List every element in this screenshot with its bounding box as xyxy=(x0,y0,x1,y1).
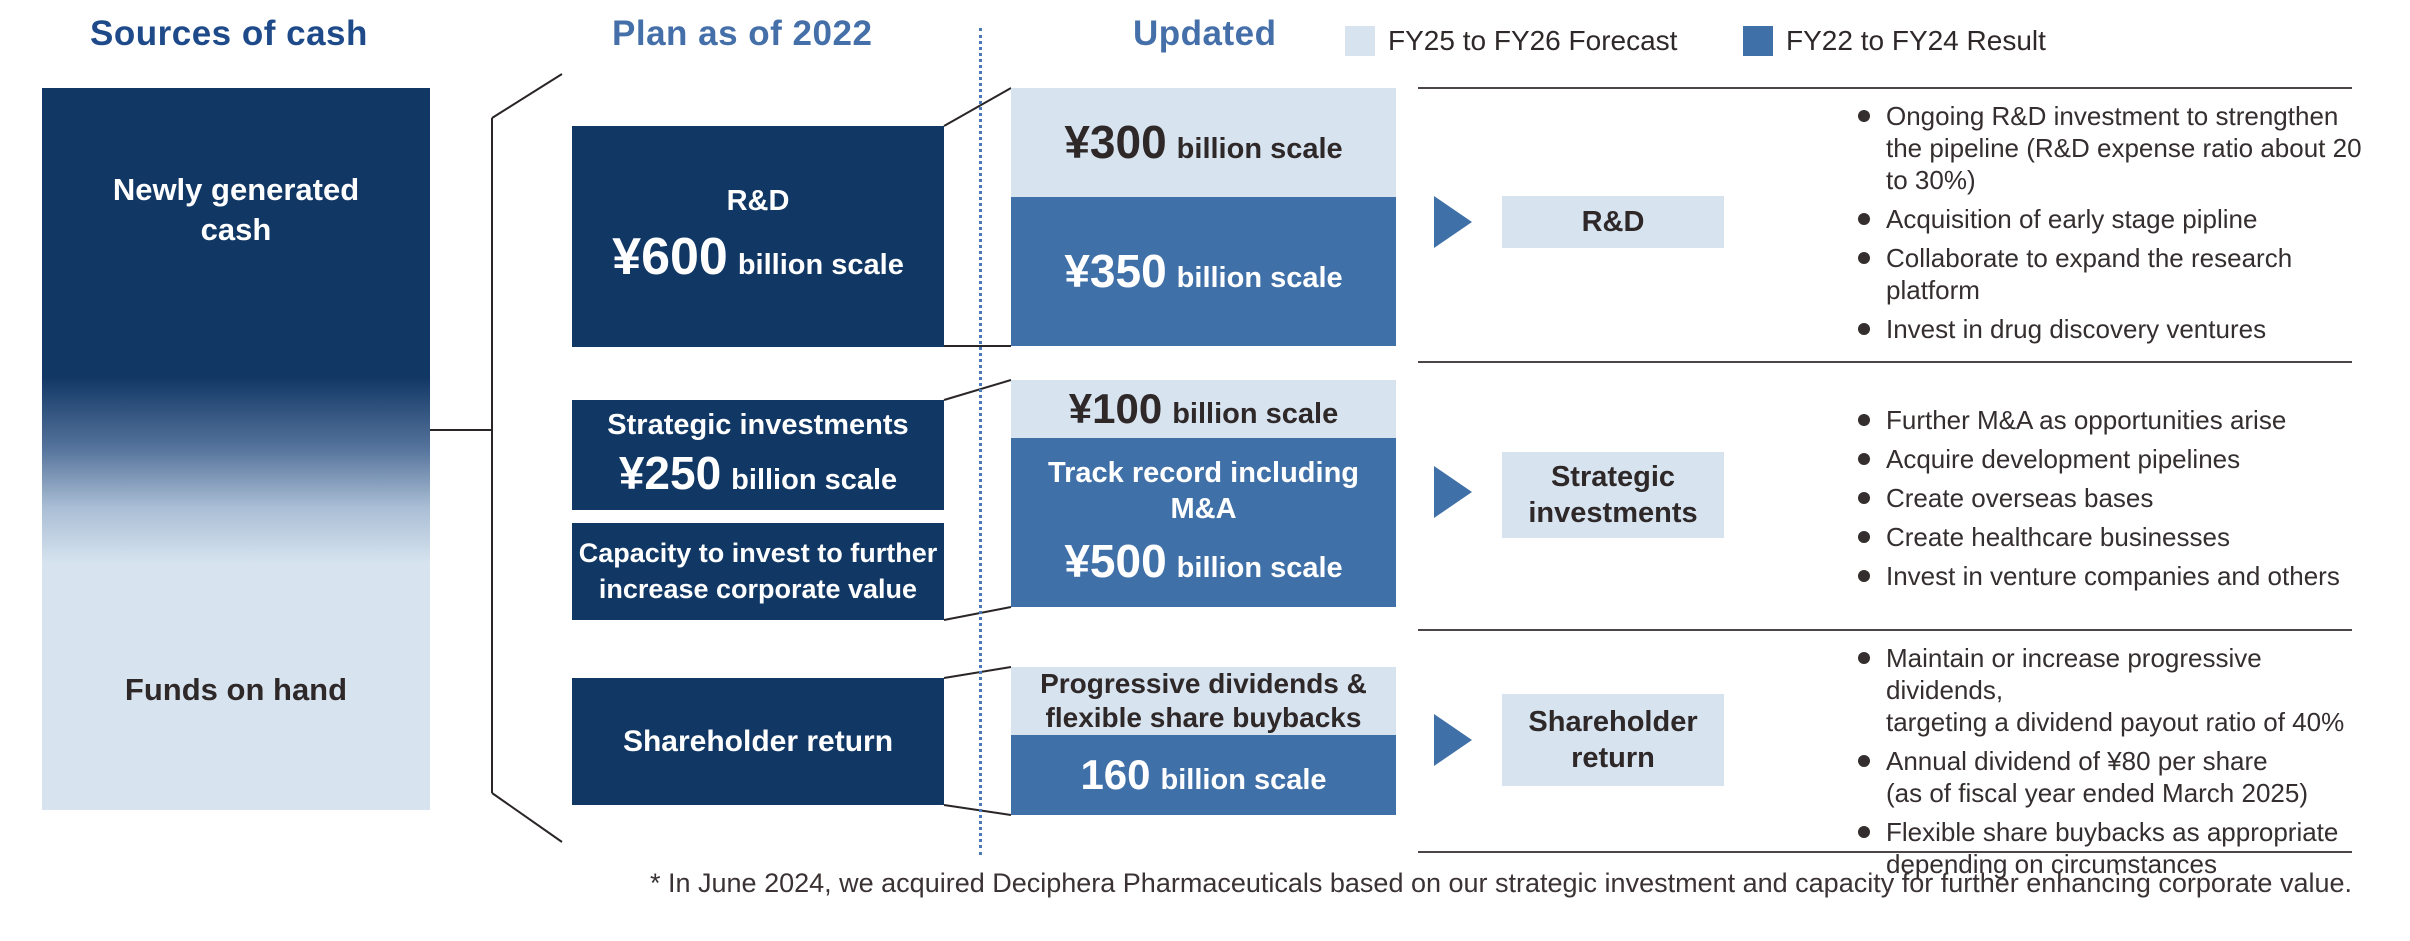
shareholder-bottom-connector xyxy=(943,804,1012,816)
strategic-forecast-unit: billion scale xyxy=(1172,397,1339,430)
legend-result: FY22 to FY24 Result xyxy=(1743,22,2046,60)
sources-of-cash-title: Sources of cash xyxy=(90,14,368,53)
row-separator xyxy=(1418,851,2352,853)
shareholder-arrow-icon xyxy=(1434,714,1472,766)
result-legend-label: FY22 to FY24 Result xyxy=(1786,25,2046,56)
bullet-item: Maintain or increase progressive dividen… xyxy=(1856,642,2364,738)
updated-title: Updated xyxy=(1133,14,1277,53)
forecast-legend-label: FY25 to FY26 Forecast xyxy=(1388,25,1678,56)
plan-rd-amount: ¥600 xyxy=(612,228,728,287)
newly-generated-cash-label: Newly generated cash xyxy=(112,172,360,247)
shareholder-bullet-list: Maintain or increase progressive dividen… xyxy=(1856,642,2364,887)
bullet-item: Collaborate to expand the research platf… xyxy=(1856,242,2364,306)
bracket-bottom-diagonal xyxy=(491,792,563,843)
bullet-item: Create healthcare businesses xyxy=(1856,521,2364,553)
strategic-forecast-amount: ¥100 xyxy=(1068,384,1163,432)
rd-arrow-icon xyxy=(1434,196,1472,248)
plan-strategic-unit: billion scale xyxy=(731,464,898,497)
row-separator xyxy=(1418,629,2352,631)
rd-top-connector xyxy=(943,87,1012,127)
shareholder-result-amount: 160 xyxy=(1080,750,1151,798)
bullet-item: Acquisition of early stage pipline xyxy=(1856,203,2364,235)
plan-rd-box: R&D ¥600 billion scale xyxy=(572,126,944,347)
strategic-result-title: Track record including M&A xyxy=(1047,456,1360,525)
plan-updated-divider xyxy=(979,28,982,855)
bullet-item: Invest in drug discovery ventures xyxy=(1856,313,2364,345)
bullet-item: Create overseas bases xyxy=(1856,482,2364,514)
row-separator xyxy=(1418,361,2352,363)
strategic-top-connector xyxy=(943,379,1012,401)
plan-rd-title: R&D xyxy=(726,184,790,217)
sources-of-cash-box: Newly generated cash Funds on hand xyxy=(42,88,430,810)
updated-shareholder-forecast-box: Progressive dividends & flexible share b… xyxy=(1011,667,1396,735)
strategic-arrow-icon xyxy=(1434,466,1472,518)
rd-forecast-amount: ¥300 xyxy=(1064,115,1167,168)
plan-strategic-title: Strategic investments xyxy=(607,409,909,442)
strategic-bottom-connector xyxy=(943,606,1012,621)
updated-rd-forecast-box: ¥300 billion scale xyxy=(1011,88,1396,197)
bracket-top-diagonal xyxy=(491,73,563,119)
plan-rd-unit: billion scale xyxy=(737,249,904,282)
forecast-swatch-icon xyxy=(1345,26,1375,56)
plan-shareholder-box: Shareholder return xyxy=(572,678,944,805)
legend-forecast: FY25 to FY26 Forecast xyxy=(1345,22,1677,60)
updated-rd-result-box: ¥350 billion scale xyxy=(1011,197,1396,346)
bullet-item: Acquire development pipelines xyxy=(1856,443,2364,475)
rd-result-unit: billion scale xyxy=(1176,261,1343,294)
plan-capacity-box: Capacity to invest to further increase c… xyxy=(572,523,944,620)
rd-forecast-unit: billion scale xyxy=(1176,132,1343,165)
shareholder-result-unit: billion scale xyxy=(1160,763,1327,796)
updated-strategic-result-box: Track record including M&A ¥500 billion … xyxy=(1011,438,1396,607)
rd-result-amount: ¥350 xyxy=(1064,244,1167,297)
plan-strategic-amount: ¥250 xyxy=(618,447,722,500)
updated-strategic-forecast-box: ¥100 billion scale xyxy=(1011,380,1396,438)
row-separator xyxy=(1418,87,2352,89)
strategic-bullet-list: Further M&A as opportunities arise Acquir… xyxy=(1856,404,2364,599)
updated-shareholder-result-box: 160 billion scale xyxy=(1011,735,1396,815)
rd-row-label: R&D xyxy=(1502,196,1724,248)
plan-as-of-2022-title: Plan as of 2022 xyxy=(612,14,873,53)
result-swatch-icon xyxy=(1743,26,1773,56)
strategic-result-amount: ¥500 xyxy=(1064,535,1167,587)
strategic-result-unit: billion scale xyxy=(1176,552,1343,584)
plan-strategic-box: Strategic investments ¥250 billion scale xyxy=(572,400,944,510)
bullet-item: Flexible share buybacks as appropriate d… xyxy=(1856,816,2364,880)
strategic-row-label: Strategic investments xyxy=(1502,452,1724,538)
shareholder-row-label: Shareholder return xyxy=(1502,694,1724,786)
footnote: * In June 2024, we acquired Deciphera Ph… xyxy=(650,868,2352,898)
bullet-item: Invest in venture companies and others xyxy=(1856,560,2364,592)
bullet-item: Ongoing R&D investment to strengthen the… xyxy=(1856,100,2364,196)
bullet-item: Further M&A as opportunities arise xyxy=(1856,404,2364,436)
shareholder-top-connector xyxy=(943,666,1012,679)
funds-on-hand-label: Funds on hand xyxy=(124,672,348,707)
rd-bullet-list: Ongoing R&D investment to strengthen the… xyxy=(1856,100,2364,352)
bullet-item: Annual dividend of ¥80 per share (as of … xyxy=(1856,745,2364,809)
